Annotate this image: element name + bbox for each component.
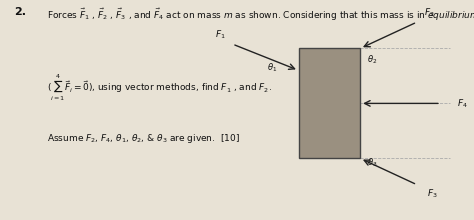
Text: $\theta_2$: $\theta_2$	[367, 53, 377, 66]
Text: Forces $\vec{F}_1$ , $\vec{F}_2$ , $\vec{F}_3$ , and $\vec{F}_4$ act on mass $m$: Forces $\vec{F}_1$ , $\vec{F}_2$ , $\vec…	[47, 7, 474, 23]
Text: Assume $F_2$, $F_4$, $\theta_1$, $\theta_2$, & $\theta_3$ are given.  [10]: Assume $F_2$, $F_4$, $\theta_1$, $\theta…	[47, 132, 240, 145]
Text: $F_4$: $F_4$	[457, 97, 467, 110]
Text: $\theta_1$: $\theta_1$	[267, 62, 278, 74]
Bar	[299, 48, 360, 158]
Text: $\theta_3$: $\theta_3$	[367, 157, 377, 169]
Text: 2.: 2.	[14, 7, 26, 16]
Text: $F_3$: $F_3$	[427, 187, 438, 200]
Text: $F_1$: $F_1$	[215, 29, 226, 41]
Text: ($\sum_{i=1}^{4}\vec{F}_i = \vec{0}$), using vector methods, find $F_1$ , and $F: ($\sum_{i=1}^{4}\vec{F}_i = \vec{0}$), u…	[47, 73, 273, 103]
Text: $F_2$: $F_2$	[424, 7, 434, 19]
